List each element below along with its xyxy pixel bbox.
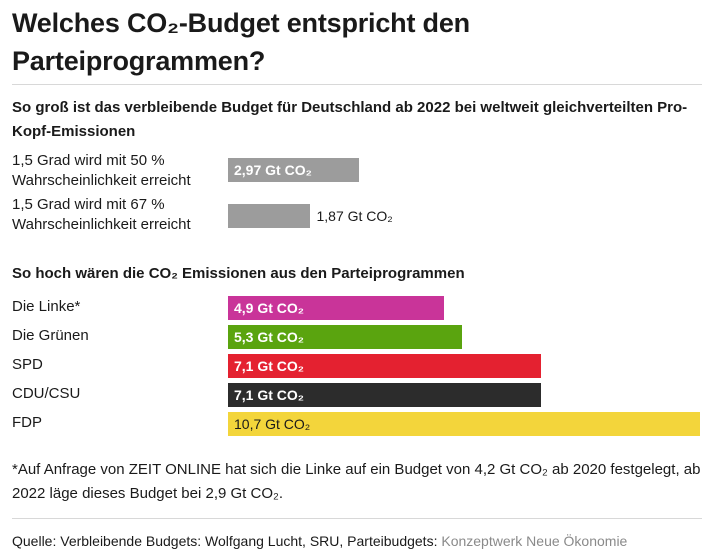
- party-cdu-bar: [228, 383, 542, 407]
- party-section-title: So hoch wären die CO₂ Emissionen aus den…: [12, 265, 465, 282]
- budget-row-label-2: 1,5 Grad wird mit 67 % Wahrscheinlichkei…: [12, 195, 227, 235]
- party-fdp-bar: [228, 412, 700, 436]
- source-link[interactable]: Konzeptwerk Neue Ökonomie: [441, 533, 628, 549]
- budget-row-label-1-line1: 1,5 Grad wird mit 50 %: [12, 152, 165, 169]
- party-cdu-value-label: 7,1 Gt CO₂: [234, 387, 305, 403]
- party-label-cdu: CDU/CSU: [12, 385, 81, 402]
- party-gruene-bar: [228, 325, 462, 349]
- footnote: *Auf Anfrage von ZEIT ONLINE hat sich di…: [12, 461, 701, 502]
- party-spd-bar: [228, 354, 542, 378]
- chart-title: Welches CO₂-Budget entspricht den Partei…: [12, 8, 470, 76]
- budget-2-bar: [228, 204, 311, 228]
- budget-1-bar: [228, 158, 359, 182]
- party-linke-value-label: 4,9 Gt CO₂: [234, 300, 305, 316]
- party-label-spd: SPD: [12, 356, 43, 373]
- budget-section-title: So groß ist das verbleibende Budget für …: [12, 99, 688, 140]
- party-label-fdp: FDP: [12, 414, 42, 431]
- title-divider: [12, 84, 702, 85]
- party-spd-value-label: 7,1 Gt CO₂: [234, 358, 305, 374]
- party-gruene-value-label: 5,3 Gt CO₂: [234, 329, 305, 345]
- budget-row-label-1: 1,5 Grad wird mit 50 % Wahrscheinlichkei…: [12, 151, 227, 191]
- budget-row-label-2-line1: 1,5 Grad wird mit 67 %: [12, 196, 165, 213]
- source-prefix: Quelle: Verbleibende Budgets: Wolfgang L…: [12, 533, 442, 549]
- budget-row-label-2-line2: Wahrscheinlichkeit erreicht: [12, 216, 191, 233]
- party-label-gruene: Die Grünen: [12, 327, 89, 344]
- budget-row-label-1-line2: Wahrscheinlichkeit erreicht: [12, 172, 191, 189]
- source-line: Quelle: Verbleibende Budgets: Wolfgang L…: [12, 530, 702, 552]
- footer-divider: [12, 518, 702, 519]
- budget-1-value-label: 2,97 Gt CO₂: [234, 162, 312, 178]
- budget-2-value-label: 1,87 Gt CO₂: [316, 208, 393, 224]
- party-fdp-value-label: 10,7 Gt CO₂: [234, 416, 311, 432]
- party-label-linke: Die Linke*: [12, 298, 81, 315]
- party-linke-bar: [228, 296, 445, 320]
